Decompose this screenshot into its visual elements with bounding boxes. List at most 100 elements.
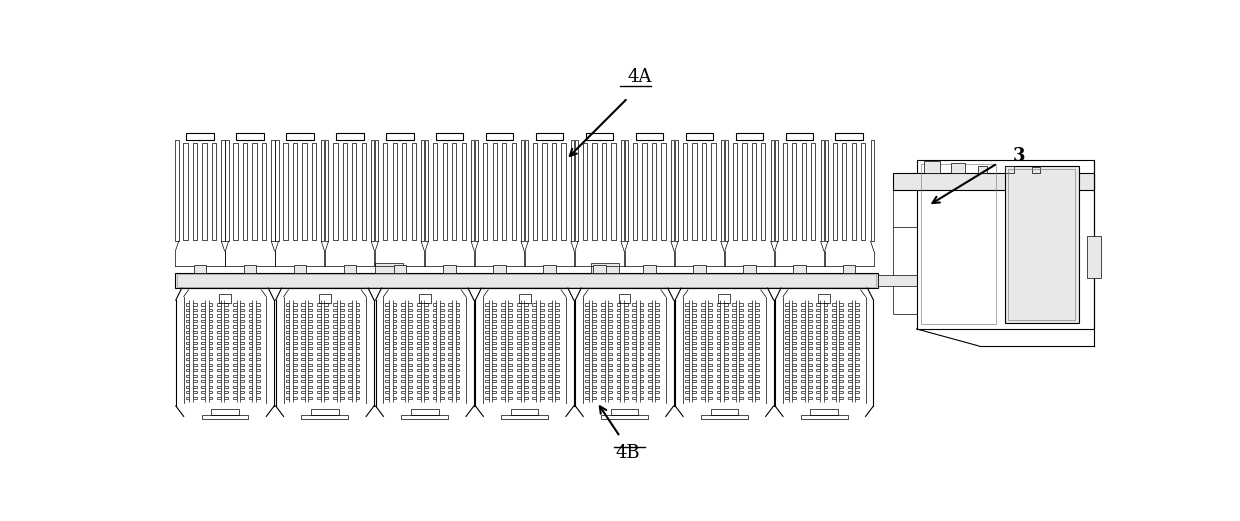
Bar [193, 265, 206, 272]
Bar [720, 140, 724, 241]
Bar [211, 408, 239, 415]
Bar [175, 272, 878, 288]
Bar [836, 132, 863, 140]
Bar [383, 143, 387, 240]
Bar [794, 265, 806, 272]
Bar [735, 132, 763, 140]
Bar [802, 143, 806, 240]
Bar [336, 132, 363, 140]
Bar [342, 143, 347, 240]
Bar [570, 140, 574, 241]
Bar [611, 408, 639, 415]
Bar [661, 143, 666, 240]
Text: 4B: 4B [615, 444, 640, 463]
Bar [743, 265, 755, 272]
Bar [422, 140, 424, 241]
Bar [701, 415, 748, 419]
Bar [761, 143, 765, 240]
Bar [222, 140, 224, 241]
Bar [593, 265, 606, 272]
Bar [202, 143, 207, 240]
Bar [294, 265, 306, 272]
Bar [518, 294, 531, 303]
Bar [861, 143, 866, 240]
Bar [811, 408, 838, 415]
Bar [244, 265, 257, 272]
Bar [852, 143, 856, 240]
Bar [711, 408, 738, 415]
Bar [362, 143, 366, 240]
Bar [751, 143, 756, 240]
Bar [894, 173, 1094, 190]
Bar [825, 140, 828, 241]
Bar [453, 143, 456, 240]
Bar [585, 132, 614, 140]
Bar [393, 143, 397, 240]
Bar [818, 294, 830, 303]
Bar [782, 143, 787, 240]
Bar [184, 143, 187, 240]
Bar [511, 408, 538, 415]
Bar [593, 143, 596, 240]
Bar [924, 161, 940, 173]
Bar [286, 132, 314, 140]
Bar [1032, 167, 1040, 173]
Bar [644, 265, 656, 272]
Bar [832, 143, 837, 240]
Bar [525, 140, 528, 241]
Bar [842, 143, 847, 240]
Bar [461, 143, 466, 240]
Bar [1006, 166, 1014, 173]
Bar [371, 140, 374, 241]
Bar [521, 140, 525, 241]
Bar [193, 143, 197, 240]
Bar [376, 264, 403, 272]
Bar [425, 140, 428, 241]
Bar [436, 132, 464, 140]
Bar [272, 140, 274, 241]
Bar [652, 143, 656, 240]
Bar [301, 415, 348, 419]
Bar [502, 143, 506, 240]
Text: 4A: 4A [627, 68, 651, 86]
Bar [177, 274, 875, 287]
Bar [552, 143, 557, 240]
Bar [186, 132, 213, 140]
Bar [311, 143, 316, 240]
Bar [601, 415, 649, 419]
Bar [243, 143, 247, 240]
Bar [611, 143, 615, 240]
Bar [319, 294, 331, 303]
Bar [583, 143, 588, 240]
Bar [226, 140, 228, 241]
Bar [792, 143, 796, 240]
Bar [590, 264, 619, 272]
Bar [219, 294, 231, 303]
Bar [202, 415, 248, 419]
Bar [619, 294, 630, 303]
Bar [402, 415, 448, 419]
Bar [702, 143, 706, 240]
Bar [512, 143, 516, 240]
Bar [325, 140, 329, 241]
Bar [843, 265, 856, 272]
Bar [412, 143, 415, 240]
Bar [352, 143, 356, 240]
Bar [542, 143, 547, 240]
Bar [236, 132, 264, 140]
Bar [601, 143, 606, 240]
Bar [486, 132, 513, 140]
Bar [334, 143, 337, 240]
Bar [621, 140, 624, 241]
Bar [484, 143, 487, 240]
Bar [675, 140, 678, 241]
Bar [386, 132, 413, 140]
Bar [686, 132, 713, 140]
Bar [233, 143, 238, 240]
Bar [293, 143, 298, 240]
Bar [733, 143, 737, 240]
Bar [475, 140, 479, 241]
Bar [718, 294, 730, 303]
Bar [775, 140, 777, 241]
Bar [443, 143, 446, 240]
